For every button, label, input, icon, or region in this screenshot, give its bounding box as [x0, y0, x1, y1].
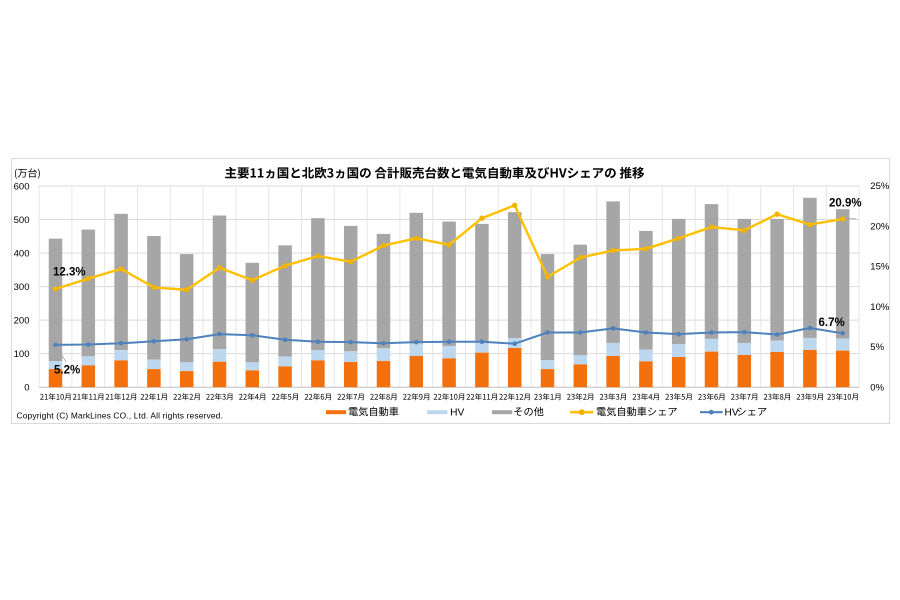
svg-text:400: 400: [14, 248, 30, 259]
svg-text:200: 200: [14, 315, 30, 326]
svg-text:5%: 5%: [870, 342, 884, 353]
svg-text:12.3%: 12.3%: [53, 266, 86, 278]
svg-text:5.2%: 5.2%: [54, 364, 80, 376]
svg-text:6.7%: 6.7%: [819, 317, 845, 329]
svg-text:10%: 10%: [870, 302, 890, 313]
svg-text:300: 300: [14, 282, 30, 293]
svg-text:20%: 20%: [870, 221, 890, 232]
svg-text:600: 600: [14, 181, 30, 192]
svg-text:0: 0: [24, 383, 29, 394]
svg-text:500: 500: [14, 215, 30, 226]
svg-text:Copyright (C) MarkLines CO., L: Copyright (C) MarkLines CO., Ltd. All ri…: [17, 410, 223, 420]
svg-text:20.9%: 20.9%: [829, 198, 862, 210]
svg-text:HV: HV: [725, 407, 739, 418]
svg-text:100: 100: [14, 349, 30, 360]
svg-text:HV: HV: [450, 407, 464, 418]
svg-text:25%: 25%: [870, 181, 890, 192]
svg-text:0%: 0%: [870, 382, 884, 393]
svg-text:15%: 15%: [870, 262, 890, 273]
